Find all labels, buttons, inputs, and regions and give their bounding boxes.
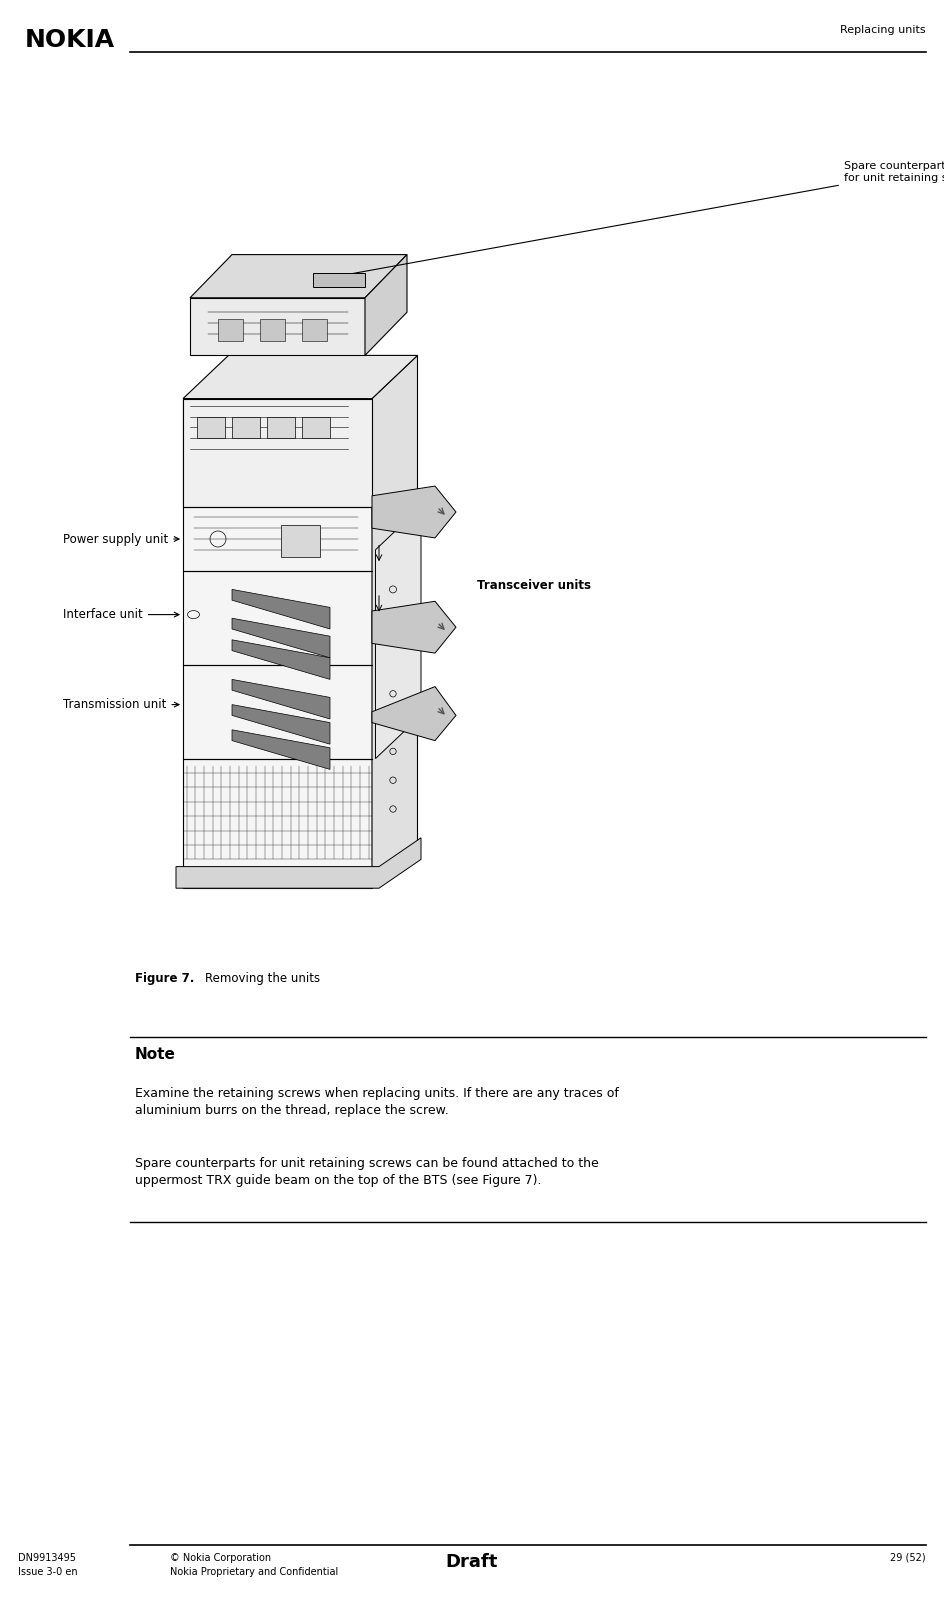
Text: Draft: Draft <box>446 1552 498 1571</box>
Polygon shape <box>218 319 243 342</box>
Text: Spare counterparts for unit retaining screws can be found attached to the
upperm: Spare counterparts for unit retaining sc… <box>135 1156 598 1187</box>
Polygon shape <box>232 618 330 658</box>
Polygon shape <box>302 319 327 342</box>
Polygon shape <box>232 417 260 438</box>
Polygon shape <box>190 254 407 297</box>
Polygon shape <box>267 417 295 438</box>
Text: Issue 3-0 en: Issue 3-0 en <box>18 1567 77 1576</box>
Polygon shape <box>260 319 284 342</box>
Text: Removing the units: Removing the units <box>190 973 320 985</box>
Polygon shape <box>372 485 456 538</box>
Polygon shape <box>176 838 421 888</box>
Polygon shape <box>190 297 365 356</box>
Text: DN9913495: DN9913495 <box>18 1552 76 1563</box>
Polygon shape <box>372 356 417 888</box>
Text: Replacing units: Replacing units <box>840 26 926 35</box>
Polygon shape <box>372 687 456 741</box>
Polygon shape <box>232 730 330 770</box>
Polygon shape <box>365 254 407 356</box>
Polygon shape <box>281 524 319 557</box>
Text: Figure 7.: Figure 7. <box>135 973 194 985</box>
Polygon shape <box>183 399 372 506</box>
Text: Spare counterparts
for unit retaining screws: Spare counterparts for unit retaining sc… <box>334 161 944 278</box>
Text: © Nokia Corporation: © Nokia Corporation <box>170 1552 271 1563</box>
Polygon shape <box>302 417 330 438</box>
Polygon shape <box>183 356 417 399</box>
Polygon shape <box>232 640 330 679</box>
Polygon shape <box>376 506 421 759</box>
Text: 29 (52): 29 (52) <box>890 1552 926 1563</box>
Text: NOKIA: NOKIA <box>25 29 115 53</box>
Polygon shape <box>312 273 365 287</box>
Text: Transmission unit: Transmission unit <box>63 698 179 711</box>
Text: Transceiver units: Transceiver units <box>477 580 591 592</box>
Text: Interface unit: Interface unit <box>63 608 179 621</box>
Polygon shape <box>183 399 372 888</box>
Text: Examine the retaining screws when replacing units. If there are any traces of
al: Examine the retaining screws when replac… <box>135 1088 619 1116</box>
Text: Nokia Proprietary and Confidential: Nokia Proprietary and Confidential <box>170 1567 338 1576</box>
Polygon shape <box>197 417 225 438</box>
Polygon shape <box>232 704 330 744</box>
Polygon shape <box>372 602 456 653</box>
Polygon shape <box>232 679 330 719</box>
Polygon shape <box>232 589 330 629</box>
Text: Power supply unit: Power supply unit <box>63 532 179 546</box>
Text: Note: Note <box>135 1048 176 1062</box>
